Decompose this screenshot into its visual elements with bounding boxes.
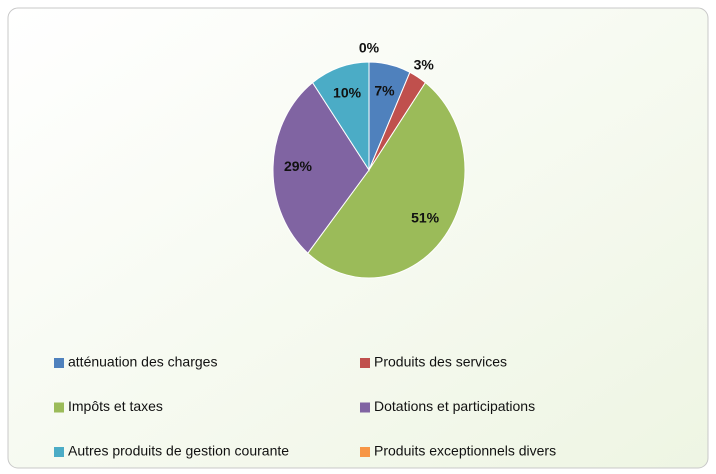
data-label: 3% (414, 57, 435, 73)
legend-swatch (360, 358, 370, 368)
pie-slice (307, 81, 466, 279)
pie-slice (272, 81, 370, 254)
legend-swatch (54, 447, 64, 457)
data-label: 51% (411, 210, 440, 226)
legend-swatch (54, 402, 64, 413)
data-label: 10% (333, 85, 362, 101)
data-label: 29% (284, 158, 313, 174)
legend-swatch (54, 358, 64, 368)
legend-label: Dotations et participations (374, 398, 535, 414)
data-label: 7% (374, 83, 395, 99)
legend-label: Impôts et taxes (68, 398, 163, 414)
legend-swatch (360, 447, 370, 457)
legend-label: Produits exceptionnels divers (374, 443, 556, 459)
data-label: 0% (359, 40, 380, 56)
legend-label: Autres produits de gestion courante (68, 443, 289, 459)
legend-label: atténuation des charges (68, 354, 217, 370)
legend-label: Produits des services (374, 354, 507, 370)
legend-swatch (360, 402, 370, 413)
